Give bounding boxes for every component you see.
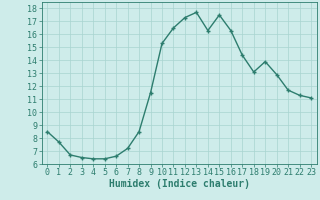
X-axis label: Humidex (Indice chaleur): Humidex (Indice chaleur) xyxy=(109,179,250,189)
